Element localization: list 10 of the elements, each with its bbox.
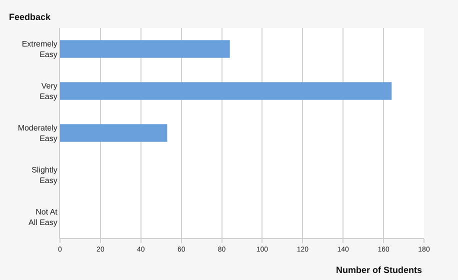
y-tick-label: Slightly Easy — [32, 166, 58, 185]
x-axis-title: Number of Students — [336, 265, 422, 275]
bar — [60, 40, 230, 58]
y-axis-title: Feedback — [9, 12, 52, 22]
bar — [60, 82, 392, 100]
y-tick-label: Moderately Easy — [18, 124, 58, 143]
y-tick-label: Extremely Easy — [22, 40, 58, 59]
y-tick-label: Not At All Easy — [28, 208, 58, 227]
y-tick-label: Very Easy — [40, 82, 58, 101]
bar — [60, 124, 168, 142]
